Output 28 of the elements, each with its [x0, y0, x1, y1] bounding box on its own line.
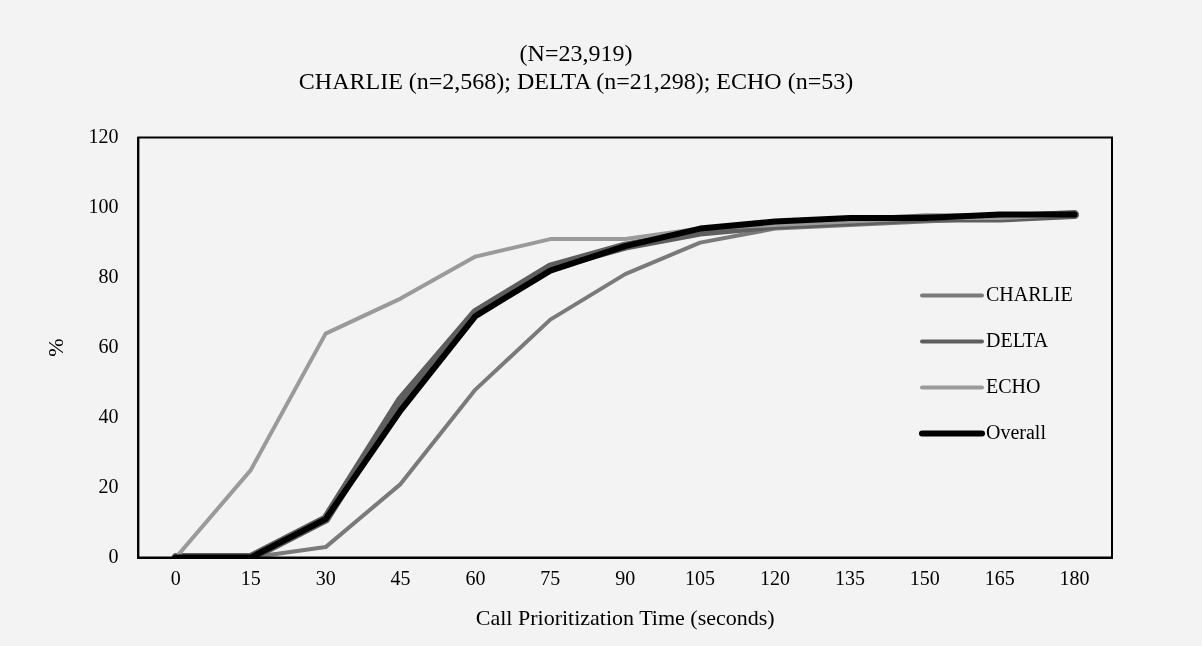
- y-tick-label: 40: [98, 404, 119, 427]
- x-tick-label: 90: [615, 566, 636, 589]
- y-tick-label: 120: [88, 124, 119, 147]
- y-tick-label: 80: [98, 264, 119, 287]
- y-axis-title: %: [42, 338, 68, 357]
- chart-subtitle: CHARLIE (n=2,568); DELTA (n=21,298); ECHO (n=53): [298, 68, 854, 95]
- x-tick-label: 15: [240, 566, 261, 589]
- y-tick-label: 60: [98, 334, 119, 357]
- y-tick-label: 20: [98, 474, 119, 497]
- legend-label: ECHO: [986, 374, 1041, 397]
- y-tick-label: 0: [108, 544, 119, 567]
- x-tick-label: 30: [315, 566, 336, 589]
- x-tick-label: 165: [984, 566, 1015, 589]
- x-tick-label: 180: [1059, 566, 1090, 589]
- legend-label: CHARLIE: [986, 282, 1073, 305]
- legend-label: DELTA: [986, 328, 1049, 351]
- chart-title: (N=23,919): [519, 39, 633, 66]
- x-tick-label: 120: [759, 566, 790, 589]
- y-tick-label: 100: [88, 194, 119, 217]
- x-tick-label: 135: [834, 566, 865, 589]
- x-tick-label: 60: [465, 566, 486, 589]
- x-tick-label: 45: [390, 566, 411, 589]
- x-tick-label: 105: [685, 566, 716, 589]
- legend-label: Overall: [986, 420, 1047, 443]
- x-tick-label: 0: [170, 566, 181, 589]
- x-axis-title: Call Prioritization Time (seconds): [475, 604, 775, 630]
- x-tick-label: 75: [540, 566, 561, 589]
- x-tick-label: 150: [909, 566, 940, 589]
